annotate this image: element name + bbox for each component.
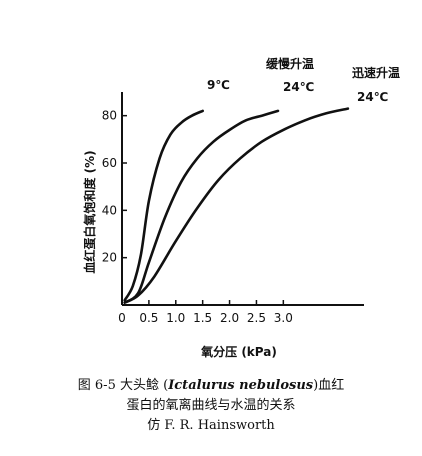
curves	[123, 107, 350, 304]
x-tick-label: 0.5	[139, 311, 158, 325]
caption-prefix: 图 6-5 大头鲶 (	[77, 378, 169, 393]
figure-caption: 图 6-5 大头鲶 (Ictalurus nebulosus)血红 蛋白的氧离曲…	[0, 376, 422, 436]
y-tick-label: 40	[102, 203, 117, 217]
caption-line-2: 蛋白的氧离曲线与水温的关系	[126, 398, 296, 413]
x-tick-label: 1.0	[166, 311, 185, 325]
x-tick-label: 1.5	[193, 311, 212, 325]
series-label-24c-fast: 24℃	[357, 90, 388, 104]
curve-24c-slow-warming	[123, 109, 280, 304]
caption-line-3: 仿 F. R. Hainsworth	[147, 418, 275, 433]
y-tick-label: 60	[102, 156, 117, 170]
curve-24c-rapid-warming	[123, 107, 350, 304]
x-ticks: 0 0.5 1.0 1.5 2.0 2.5 3.0	[118, 300, 293, 325]
x-tick-label: 2.0	[220, 311, 239, 325]
series-label-9c: 9℃	[207, 78, 230, 92]
caption-suffix: )血红	[313, 378, 345, 393]
annotation-slow-warming: 缓慢升温	[266, 56, 314, 71]
x-tick-label: 2.5	[247, 311, 266, 325]
curve-9c	[123, 109, 204, 302]
y-ticks: 20 40 60 80	[102, 109, 127, 265]
y-tick-label: 20	[102, 251, 117, 265]
caption-line-1: 图 6-5 大头鲶 (Ictalurus nebulosus)血红	[0, 376, 422, 396]
series-label-24c-slow: 24℃	[283, 80, 314, 94]
y-axis-title: 血红蛋白氧饱和度 (%)	[82, 150, 97, 273]
x-tick-label: 0	[118, 311, 126, 325]
y-tick-label: 80	[102, 109, 117, 123]
chart-axes	[121, 92, 364, 306]
x-axis-title: 氧分压 (kPa)	[200, 344, 277, 359]
annotation-rapid-warming: 迅速升温	[352, 65, 400, 80]
x-tick-label: 3.0	[274, 311, 293, 325]
caption-species: Ictalurus nebulosus	[168, 378, 314, 393]
